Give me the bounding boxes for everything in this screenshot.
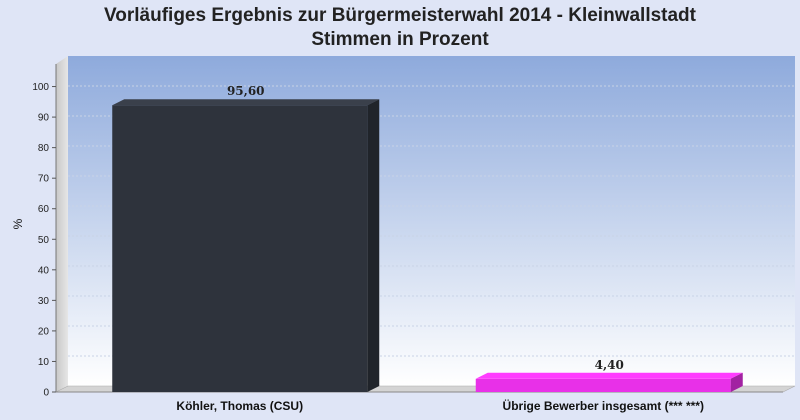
y-tick-label-30: 30: [38, 296, 50, 307]
y-tick-label-0: 0: [43, 388, 49, 399]
y-tick-label-10: 10: [38, 357, 50, 368]
y-tick-label-70: 70: [38, 174, 50, 185]
y-tick-label-60: 60: [38, 204, 50, 215]
plot-side-wall: [56, 56, 68, 392]
bar-top-1: [112, 99, 380, 106]
chart-subtitle: Stimmen in Prozent: [311, 29, 489, 50]
y-tick-label-50: 50: [38, 235, 50, 246]
bar-top-2: [475, 372, 743, 379]
bars: [112, 99, 743, 392]
bar-front-2: [475, 378, 731, 392]
bar-side-2: [730, 372, 743, 392]
bar-labels: 95,60 Köhler, Thomas (CSU) 4,40 Übrige Bewe…: [176, 84, 704, 413]
bar-2: [475, 372, 743, 392]
y-axis: 0 10 20 30 40 50 60 70 80 90 100: [32, 82, 56, 399]
x-category-label-2: Übrige Bewerber insgesamt (*** ***): [503, 398, 704, 413]
y-axis-label: %: [11, 218, 25, 229]
bar-value-label-1: 95,60: [227, 84, 265, 98]
bar-1: [112, 99, 380, 392]
y-tick-label-100: 100: [32, 82, 49, 93]
bar-side-1: [367, 99, 380, 392]
y-tick-label-40: 40: [38, 265, 50, 276]
bar-front-1: [112, 105, 368, 392]
y-tick-label-90: 90: [38, 113, 50, 124]
chart-title-block: Vorläufiges Ergebnis zur Bürgermeisterwa…: [0, 4, 800, 52]
x-category-label-1: Köhler, Thomas (CSU): [176, 399, 303, 413]
chart-title: Vorläufiges Ergebnis zur Bürgermeisterwa…: [104, 5, 696, 26]
y-tick-label-80: 80: [38, 143, 50, 154]
bar-value-label-2: 4,40: [595, 358, 624, 372]
y-tick-label-20: 20: [38, 326, 50, 337]
